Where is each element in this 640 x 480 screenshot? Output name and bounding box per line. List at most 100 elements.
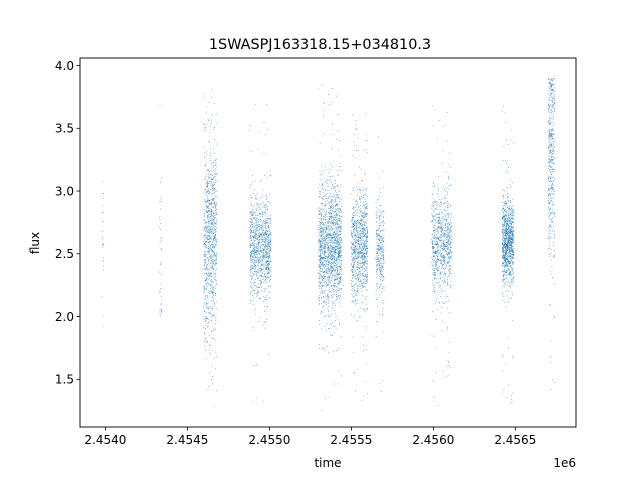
data-point xyxy=(212,307,213,309)
data-point xyxy=(203,327,205,328)
data-point xyxy=(449,237,451,239)
data-point xyxy=(355,242,356,244)
data-point xyxy=(443,218,445,220)
data-point xyxy=(254,253,256,255)
data-point xyxy=(261,290,262,292)
data-point xyxy=(338,241,340,243)
data-point xyxy=(263,229,264,231)
data-point xyxy=(437,190,439,192)
data-point xyxy=(318,278,320,279)
data-point xyxy=(208,348,210,350)
data-point xyxy=(213,165,214,167)
data-point xyxy=(359,196,361,198)
data-point xyxy=(363,234,365,236)
data-point xyxy=(334,239,336,241)
data-point xyxy=(322,262,323,264)
data-point xyxy=(251,212,252,213)
data-point xyxy=(268,269,270,270)
data-point xyxy=(211,245,213,247)
data-point xyxy=(205,312,207,314)
data-point xyxy=(204,253,205,254)
data-point xyxy=(358,221,360,223)
data-point xyxy=(269,219,271,220)
data-point xyxy=(266,253,268,255)
data-point xyxy=(433,291,435,293)
data-point xyxy=(333,247,335,248)
data-point xyxy=(259,220,261,222)
data-point xyxy=(206,182,208,184)
data-point xyxy=(212,301,214,303)
data-point xyxy=(441,218,443,219)
data-point xyxy=(216,284,217,286)
data-point xyxy=(336,219,338,220)
data-point xyxy=(259,259,261,261)
data-point xyxy=(265,230,266,232)
data-point xyxy=(351,288,353,290)
data-point xyxy=(325,186,327,188)
data-point xyxy=(352,208,354,210)
data-point xyxy=(203,286,205,288)
data-point xyxy=(434,214,436,216)
data-point xyxy=(380,204,381,206)
data-point xyxy=(380,265,382,267)
data-point xyxy=(325,242,327,243)
data-point xyxy=(204,214,205,216)
data-point xyxy=(339,163,341,165)
data-point xyxy=(319,183,320,185)
data-point xyxy=(264,232,266,234)
data-point xyxy=(211,194,212,196)
data-point xyxy=(257,295,258,296)
data-point xyxy=(338,234,340,236)
data-point xyxy=(250,229,251,231)
data-point xyxy=(320,234,322,236)
data-point xyxy=(321,214,322,215)
data-point xyxy=(352,295,354,297)
data-point xyxy=(335,285,337,286)
data-point xyxy=(356,272,357,274)
data-point xyxy=(208,274,210,276)
data-point xyxy=(209,126,211,127)
data-point xyxy=(335,189,337,191)
data-point xyxy=(336,279,338,281)
data-point xyxy=(364,275,366,277)
data-point xyxy=(340,183,341,185)
data-point xyxy=(332,123,333,124)
data-point xyxy=(328,243,330,244)
data-point xyxy=(329,195,331,197)
data-point xyxy=(378,268,380,270)
data-point xyxy=(328,230,330,232)
data-point xyxy=(103,193,105,194)
data-point xyxy=(332,302,334,303)
data-point xyxy=(340,277,341,278)
data-point xyxy=(252,283,254,285)
data-point xyxy=(159,226,160,228)
data-point xyxy=(255,221,257,223)
data-point xyxy=(330,284,332,286)
data-point xyxy=(329,286,330,288)
data-point xyxy=(215,234,217,236)
data-point xyxy=(212,292,214,293)
data-point xyxy=(360,242,362,243)
data-point xyxy=(357,290,358,292)
data-point xyxy=(323,109,324,111)
data-point xyxy=(362,273,363,275)
data-point xyxy=(327,263,329,265)
data-point xyxy=(326,221,328,223)
data-point xyxy=(255,262,257,264)
data-point xyxy=(261,282,263,283)
data-point xyxy=(328,282,329,284)
data-point xyxy=(352,275,353,276)
data-point xyxy=(331,222,333,224)
data-point xyxy=(264,257,266,259)
data-point xyxy=(339,241,341,243)
data-point xyxy=(320,230,322,232)
data-point xyxy=(328,225,330,227)
data-point xyxy=(251,229,252,231)
data-point xyxy=(101,296,103,298)
data-point xyxy=(353,250,354,252)
data-point xyxy=(352,247,354,249)
data-point xyxy=(353,223,354,225)
data-point xyxy=(211,308,213,309)
data-point xyxy=(101,238,103,240)
